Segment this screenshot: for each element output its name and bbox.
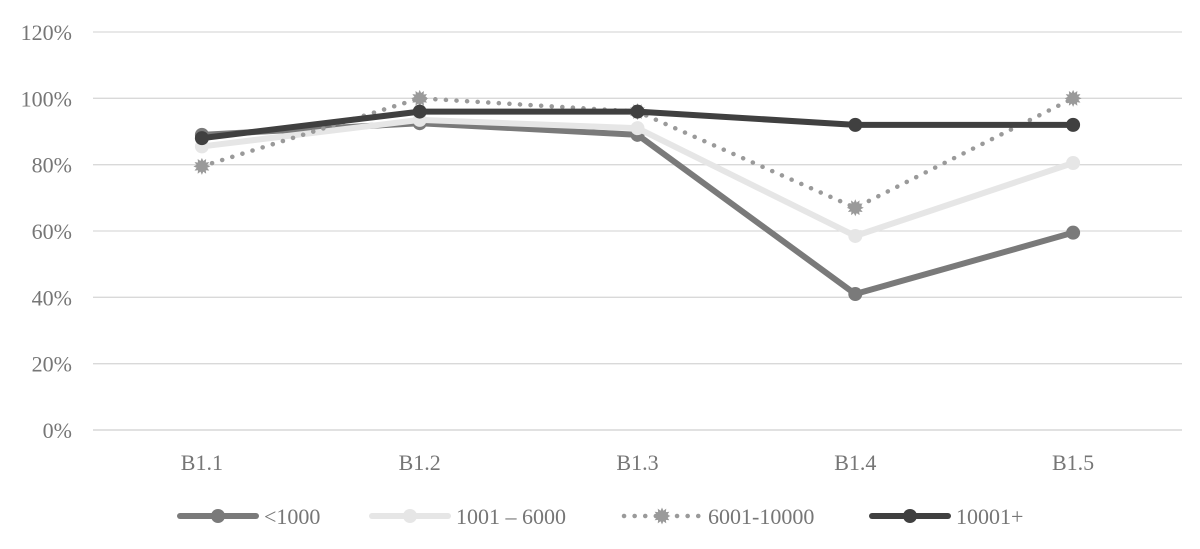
legend-swatch-marker xyxy=(903,509,917,523)
y-axis-ticks: 0% 20% 40% 60% 80% 100% 120% xyxy=(21,20,72,443)
y-tick-label: 0% xyxy=(43,418,72,443)
data-point xyxy=(194,131,209,146)
data-point xyxy=(630,121,645,136)
x-tick-label: B1.4 xyxy=(834,450,876,475)
series-1 xyxy=(194,112,1081,243)
legend-item: 10001+ xyxy=(869,504,1023,529)
legend-item: 1001 – 6000 xyxy=(369,504,566,529)
legend-label: 1001 – 6000 xyxy=(456,504,566,529)
y-tick-label: 120% xyxy=(21,20,72,45)
data-point xyxy=(1066,117,1081,132)
y-tick-label: 40% xyxy=(32,285,72,310)
legend: <1000 1001 – 6000 6001-10000 10001+ xyxy=(177,504,1023,529)
y-tick-label: 20% xyxy=(32,352,72,377)
data-point xyxy=(630,104,645,119)
y-tick-label: 60% xyxy=(32,219,72,244)
legend-swatch-marker xyxy=(211,509,225,523)
data-point xyxy=(846,199,864,217)
x-tick-label: B1.5 xyxy=(1052,450,1094,475)
legend-swatch-marker xyxy=(403,509,417,523)
series-3 xyxy=(194,104,1081,146)
data-point xyxy=(848,287,863,302)
legend-label: <1000 xyxy=(264,504,320,529)
data-point xyxy=(848,117,863,132)
data-point xyxy=(193,157,211,175)
series-0 xyxy=(194,116,1081,302)
x-tick-label: B1.2 xyxy=(399,450,441,475)
legend-label: 10001+ xyxy=(956,504,1023,529)
y-tick-label: 80% xyxy=(32,153,72,178)
data-point xyxy=(1066,225,1081,240)
x-tick-label: B1.3 xyxy=(616,450,658,475)
data-point xyxy=(1066,156,1081,171)
legend-item: <1000 xyxy=(177,504,320,529)
x-axis-ticks: B1.1 B1.2 B1.3 B1.4 B1.5 xyxy=(181,450,1094,475)
legend-label: 6001-10000 xyxy=(708,504,814,529)
legend-swatch-marker xyxy=(653,507,671,525)
series-lines xyxy=(193,89,1082,302)
data-point xyxy=(411,89,429,107)
data-point xyxy=(412,104,427,119)
data-point xyxy=(1064,89,1082,107)
x-tick-label: B1.1 xyxy=(181,450,223,475)
legend-item: 6001-10000 xyxy=(621,504,814,529)
gridlines xyxy=(93,31,1182,431)
y-tick-label: 100% xyxy=(21,86,72,111)
data-point xyxy=(848,228,863,243)
